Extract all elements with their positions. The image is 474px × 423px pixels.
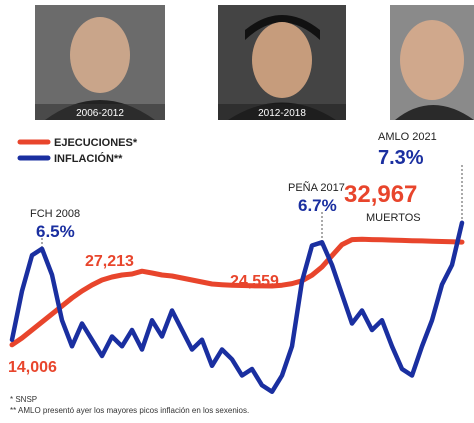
photo-caption: 2012-2018 <box>258 108 306 119</box>
footnote: ** AMLO presentó ayer los mayores picos … <box>10 406 249 415</box>
series-line <box>9 236 465 348</box>
data-label: 6.7% <box>298 196 337 215</box>
legend-label: INFLACIÓN** <box>54 152 123 165</box>
data-label: 14,006 <box>8 359 57 376</box>
photo: 2012-2018 <box>218 5 346 120</box>
annotation: MUERTOS <box>366 212 421 224</box>
annotation: PEÑA 2017 <box>288 181 345 194</box>
data-label: 7.3% <box>378 147 424 169</box>
data-label: 27,213 <box>85 253 134 270</box>
data-label: 32,967 <box>344 181 417 208</box>
legend-label: EJECUCIONES* <box>54 137 138 149</box>
annotation: AMLO 2021 <box>378 131 437 143</box>
annotation: FCH 2008 <box>30 208 80 220</box>
photo-caption: 2006-2012 <box>76 108 124 119</box>
photo: 2006-2012 <box>35 5 165 120</box>
plot-area <box>9 220 465 395</box>
footnote: * SNSP <box>10 395 37 404</box>
photo <box>390 5 474 120</box>
series-line <box>9 220 465 395</box>
data-label: 6.5% <box>36 222 75 241</box>
data-label: 24,559 <box>230 273 279 290</box>
